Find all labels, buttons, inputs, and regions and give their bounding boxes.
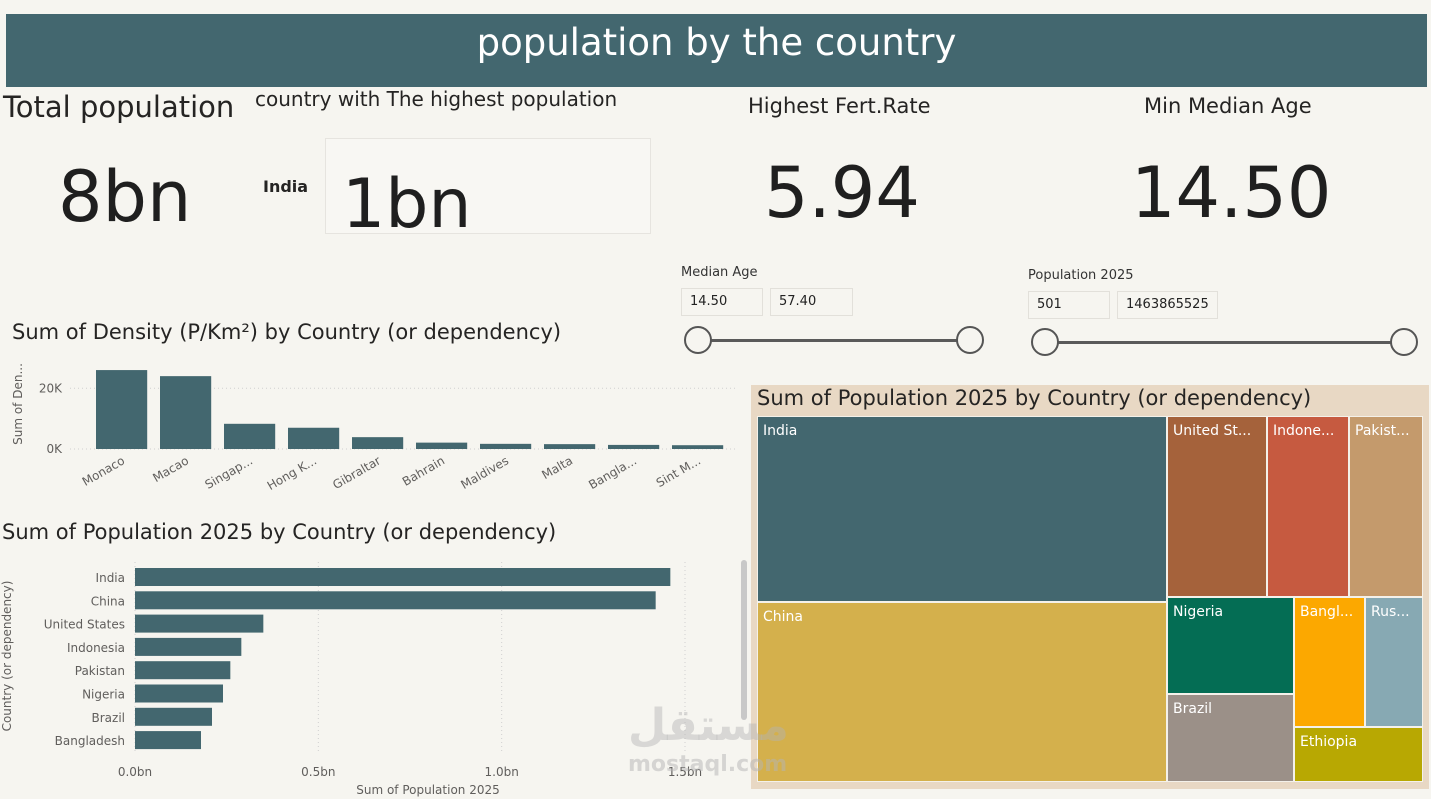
population-x-tick: 1.0bn (485, 765, 519, 779)
median-age-slider-track[interactable] (698, 339, 970, 342)
population-x-axis-label: Sum of Population 2025 (356, 783, 500, 797)
density-bar (224, 423, 276, 449)
density-bar-chart: 0K 20K Sum of Den... Monaco Macao Singap... Ho… (11, 363, 735, 493)
density-bar (480, 443, 532, 449)
density-x-tick: Bangla... (586, 453, 639, 492)
density-x-tick: Hong K... (265, 453, 319, 492)
density-bar (352, 437, 404, 449)
population-treemap: Sum of Population 2025 by Country (or de… (751, 385, 1429, 789)
density-bar (416, 442, 468, 449)
treemap-tile-10[interactable]: Ethiopia (1294, 727, 1423, 782)
density-bar (288, 427, 340, 449)
population-y-tick: Bangladesh (55, 734, 125, 748)
population-bar-chart-title: Sum of Population 2025 by Country (or de… (2, 520, 557, 544)
population-bar (135, 614, 264, 633)
population-bar (135, 661, 231, 680)
highest-country-name: India (263, 177, 309, 196)
treemap-tile-1[interactable]: India (757, 416, 1167, 602)
median-age-min-handle[interactable] (684, 326, 712, 354)
treemap-tile-8[interactable]: Bangl... (1294, 597, 1365, 727)
treemap-tile-3[interactable]: United St... (1167, 416, 1267, 597)
density-bar (672, 445, 724, 449)
treemap-tile-2[interactable]: China (757, 602, 1167, 782)
min-median-age-value: 14.50 (1131, 152, 1332, 234)
min-median-age-title: Min Median Age (1144, 94, 1312, 118)
treemap-tile-5[interactable]: Pakist... (1349, 416, 1423, 597)
density-y-tick: 0K (46, 442, 63, 456)
density-x-tick: Macao (150, 453, 191, 485)
population-y-tick: Indonesia (67, 641, 125, 655)
density-y-tick: 20K (39, 381, 63, 395)
treemap-tile-4[interactable]: Indone... (1267, 416, 1349, 597)
population-x-tick: 0.5bn (301, 765, 335, 779)
population-y-tick: United States (44, 618, 125, 632)
watermark-logo: مستقل (628, 700, 789, 751)
dashboard-title: population by the country (6, 14, 1427, 87)
population-bar (135, 684, 223, 703)
population-y-tick: Pakistan (75, 664, 125, 678)
population-bar-chart: 0.0bn 0.5bn 1.0bn 1.5bn India China United Sta… (0, 562, 702, 797)
highest-country-card: 1bn (325, 138, 651, 244)
population-y-axis-label: Country (or dependency) (0, 581, 14, 732)
density-x-tick: Sint M... (654, 453, 703, 490)
treemap-tile-6[interactable]: Nigeria (1167, 597, 1294, 694)
fert-rate-value: 5.94 (764, 152, 920, 234)
highest-country-title: country with The highest population (255, 87, 618, 111)
population-min-handle[interactable] (1031, 328, 1059, 356)
population-slider-track[interactable] (1045, 341, 1404, 344)
population-y-tick: Nigeria (82, 688, 125, 702)
population-bar (135, 707, 212, 726)
treemap-title: Sum of Population 2025 by Country (or de… (757, 386, 1312, 410)
density-x-tick: Malta (539, 453, 575, 482)
total-population-title: Total population (3, 90, 235, 124)
treemap-tile-9[interactable]: Rus... (1365, 597, 1423, 727)
density-bar (160, 376, 212, 449)
median-age-slicer-label: Median Age (681, 265, 758, 280)
density-x-tick: Gibraltar (330, 453, 383, 492)
population-slicer-label: Population 2025 (1028, 268, 1134, 283)
watermark-url: mostaql.com (628, 752, 788, 777)
population-y-tick: China (91, 594, 125, 608)
chart-scrollbar[interactable] (741, 560, 747, 720)
density-y-axis-label: Sum of Den... (11, 363, 25, 445)
median-age-min-input[interactable]: 14.50 (681, 288, 763, 316)
density-chart-title: Sum of Density (P/Km²) by Country (or de… (12, 320, 562, 344)
total-population-value: 8bn (58, 156, 192, 238)
population-bar (135, 637, 242, 656)
highest-country-value: 1bn (342, 165, 472, 244)
population-bar (135, 731, 201, 750)
density-bar (96, 370, 148, 449)
density-x-tick: Maldives (458, 453, 511, 491)
population-max-input[interactable]: 1463865525 (1117, 291, 1218, 319)
population-min-input[interactable]: 501 (1028, 291, 1110, 319)
population-y-tick: Brazil (92, 711, 126, 725)
fert-rate-title: Highest Fert.Rate (748, 94, 931, 118)
population-y-tick: India (96, 571, 125, 585)
population-x-tick: 0.0bn (118, 765, 152, 779)
density-x-tick: Monaco (80, 453, 127, 488)
population-bar (135, 568, 671, 586)
median-age-max-input[interactable]: 57.40 (770, 288, 853, 316)
density-bar (608, 444, 660, 449)
density-x-tick: Singap... (203, 453, 256, 491)
population-bar (135, 591, 656, 610)
population-x-tick: 1.5bn (668, 765, 702, 779)
median-age-max-handle[interactable] (956, 326, 984, 354)
density-x-tick: Bahrain (400, 453, 447, 488)
treemap-tile-7[interactable]: Brazil (1167, 694, 1294, 782)
population-max-handle[interactable] (1390, 328, 1418, 356)
density-bar (544, 444, 596, 449)
